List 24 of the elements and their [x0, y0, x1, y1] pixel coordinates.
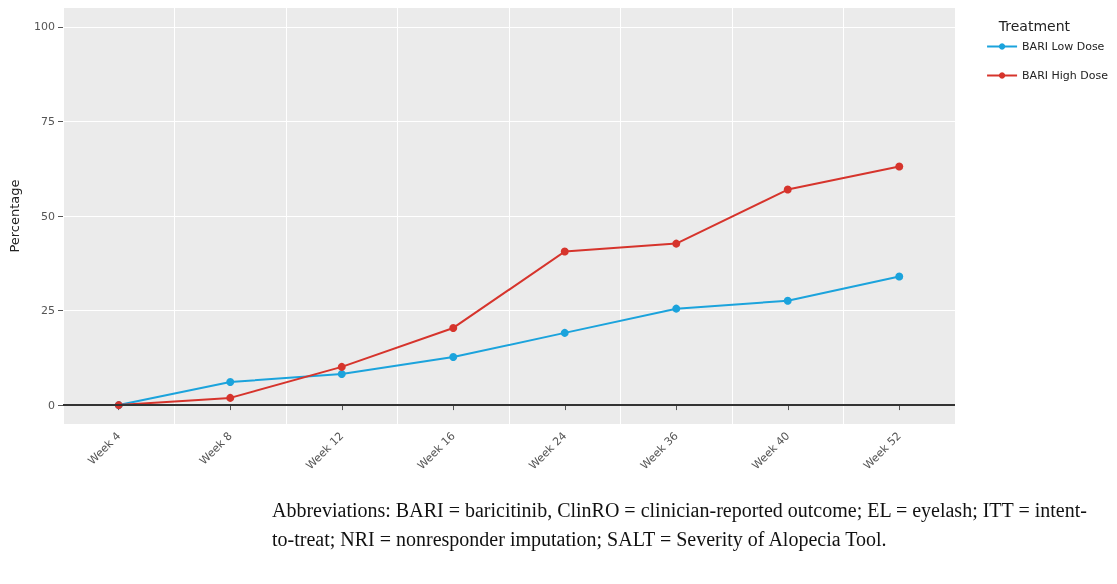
- point: [783, 185, 792, 194]
- legend-label: BARI High Dose: [1022, 69, 1109, 82]
- y-tick-label: 25: [41, 304, 55, 318]
- legend-title: Treatment: [997, 18, 1071, 34]
- point: [783, 296, 792, 305]
- point: [672, 239, 681, 248]
- point: [449, 353, 458, 362]
- point: [560, 328, 569, 337]
- point: [226, 393, 235, 402]
- y-tick-label: 75: [41, 114, 55, 128]
- point: [672, 304, 681, 313]
- y-axis-title: Percentage: [7, 179, 22, 253]
- text: Abbreviations: BARI = baricitinib, ClinRO = clinician-reported outcome; EL = eyelash; ITT = intent-to-treat; NRI = nonresponder imputation; SALT = Severity of Alopecia Tool.: [272, 498, 1088, 553]
- point: [449, 323, 458, 332]
- point: [337, 370, 346, 379]
- point: [895, 162, 904, 171]
- point: [895, 272, 904, 281]
- y-tick-label: 100: [34, 20, 55, 34]
- legend-label: BARI Low Dose: [1022, 40, 1105, 53]
- point: [337, 362, 346, 371]
- point: [226, 378, 235, 387]
- point: [560, 247, 569, 256]
- y-tick-label: 50: [41, 209, 55, 223]
- y-tick-label: 0: [48, 398, 55, 412]
